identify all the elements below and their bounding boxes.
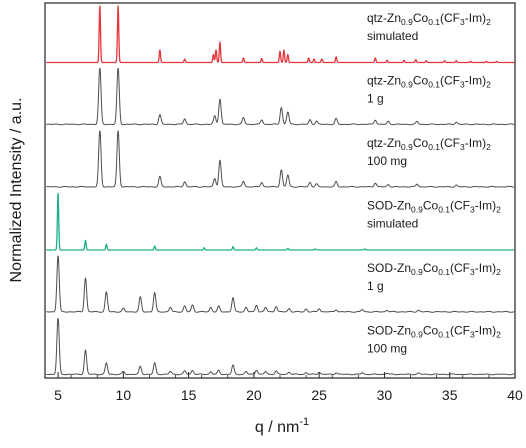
series-trace <box>46 130 515 188</box>
x-axis-title: q / nm-1 <box>255 416 309 436</box>
x-tick-label: 20 <box>246 387 262 403</box>
x-tick-label: 35 <box>442 387 458 403</box>
x-tick-label: 5 <box>54 387 62 403</box>
x-tick-label: 15 <box>181 387 197 403</box>
trace-label-detail: 1 g <box>367 279 384 293</box>
x-tick-label: 40 <box>507 387 523 403</box>
series-trace <box>45 5 515 64</box>
trace-group <box>45 5 515 376</box>
series-trace <box>46 68 515 126</box>
trace-label: qtz-Zn0.9Co0.1(CF3-Im)2 <box>367 74 491 90</box>
trace-label-detail: 100 mg <box>367 154 407 168</box>
trace-label: SOD-Zn0.9Co0.1(CF3-Im)2 <box>367 199 501 215</box>
trace-label-detail: simulated <box>367 29 418 43</box>
series-trace <box>46 255 515 313</box>
series-trace <box>46 318 515 376</box>
trace-label-detail: 100 mg <box>367 342 407 356</box>
trace-label-detail: simulated <box>367 217 418 231</box>
x-tick-label: 25 <box>311 387 327 403</box>
trace-label-detail: 1 g <box>367 92 384 106</box>
trace-label-group: qtz-Zn0.9Co0.1(CF3-Im)2 simulated qtz-Zn0.… <box>367 11 501 356</box>
x-tick-label: 10 <box>116 387 132 403</box>
x-axis-ticks: 5 10 15 20 25 30 35 40 <box>54 372 523 403</box>
trace-label: qtz-Zn0.9Co0.1(CF3-Im)2 <box>367 136 491 152</box>
y-axis-title: Normalized Intensity / a.u. <box>8 98 25 283</box>
trace-label: SOD-Zn0.9Co0.1(CF3-Im)2 <box>367 261 501 277</box>
trace-label: qtz-Zn0.9Co0.1(CF3-Im)2 <box>367 11 491 27</box>
series-trace <box>45 192 515 251</box>
x-tick-label: 30 <box>377 387 393 403</box>
plot-frame <box>44 2 516 379</box>
trace-label: SOD-Zn0.9Co0.1(CF3-Im)2 <box>367 324 501 340</box>
